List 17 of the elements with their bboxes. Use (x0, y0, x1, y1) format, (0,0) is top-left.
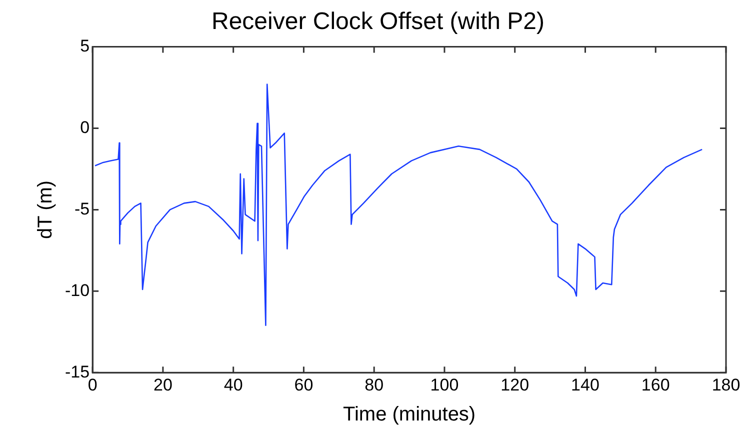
chart-title: Receiver Clock Offset (with P2) (212, 8, 544, 36)
x-tick-label: 180 (712, 375, 740, 394)
y-tick-label: -5 (74, 199, 90, 218)
y-tick-label: -10 (64, 280, 90, 300)
x-tick-label: 60 (294, 375, 314, 394)
x-axis-title: Time (minutes) (342, 404, 476, 426)
y-tick-label: 0 (80, 118, 90, 137)
x-tick-label: 160 (641, 375, 670, 394)
x-tick-label: 40 (224, 375, 243, 394)
x-tick-label: 80 (364, 375, 384, 394)
x-tick-label: 100 (430, 375, 459, 394)
x-tick-label: 140 (571, 375, 600, 394)
y-tick-label: 5 (80, 36, 90, 56)
y-tick-label: -15 (64, 362, 90, 382)
y-axis-title: dT (m) (34, 180, 57, 239)
x-tick-label: 120 (500, 375, 530, 394)
x-tick-label: 20 (153, 375, 172, 394)
